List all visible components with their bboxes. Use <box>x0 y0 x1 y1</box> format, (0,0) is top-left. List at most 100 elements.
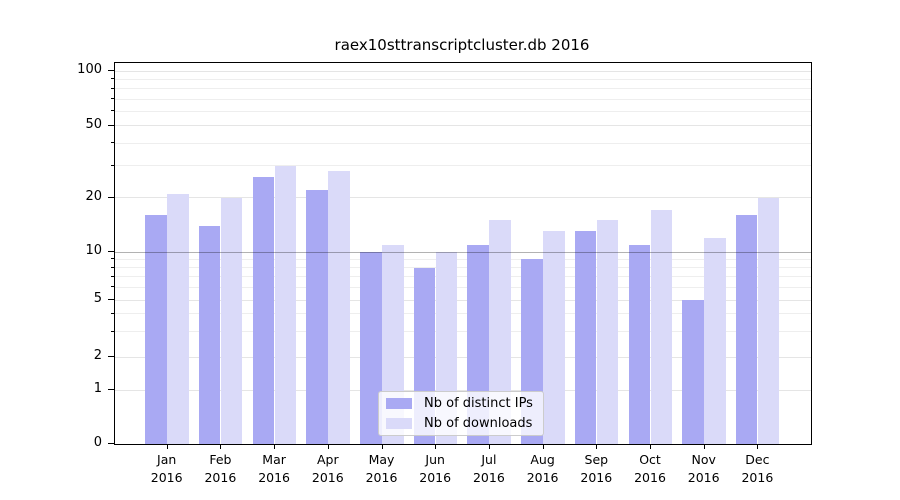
gridline-y-7 <box>115 276 811 278</box>
x-tick-jun <box>435 444 437 449</box>
gridline-y-60 <box>115 110 811 112</box>
gridline-y-9 <box>115 258 811 260</box>
y-minor-tick-3 <box>111 330 114 332</box>
y-tick-label-2: 2 <box>93 348 102 363</box>
gridline-y-10 <box>115 251 811 253</box>
y-tick-label-0: 0 <box>93 435 102 450</box>
x-tick-sep <box>596 444 598 449</box>
gridline-y-6 <box>115 286 811 288</box>
y-minor-tick-40 <box>111 142 114 143</box>
legend-label-downloads: Nb of downloads <box>424 415 533 431</box>
x-label-apr: Apr 2016 <box>311 452 344 485</box>
y-minor-tick-60 <box>111 110 114 112</box>
x-label-may: May 2016 <box>365 452 398 485</box>
gridline-y-8 <box>115 267 811 268</box>
y-tick-20 <box>108 196 114 198</box>
x-tick-jan <box>166 444 168 449</box>
y-minor-tick-30 <box>111 164 114 166</box>
y-tick-label-10: 10 <box>85 243 102 258</box>
bar-downloads-sep <box>596 220 619 444</box>
bar-distinct-ips-sep <box>574 231 597 444</box>
x-tick-aug <box>542 444 544 449</box>
x-tick-mar <box>274 444 276 449</box>
gridline-y-4 <box>115 313 811 315</box>
bar-distinct-ips-feb <box>198 225 221 444</box>
y-tick-1 <box>108 389 114 390</box>
x-label-nov: Nov 2016 <box>687 452 720 485</box>
x-label-oct: Oct 2016 <box>634 452 666 485</box>
bar-downloads-oct <box>650 210 672 444</box>
y-minor-tick-7 <box>111 275 114 277</box>
plot-area <box>114 62 812 445</box>
y-tick-label-1: 1 <box>93 381 102 396</box>
bar-distinct-ips-jan <box>145 215 167 444</box>
legend-swatch-downloads <box>386 417 412 429</box>
x-label-aug: Aug 2016 <box>526 452 559 485</box>
bar-downloads-jul <box>489 220 511 444</box>
bar-distinct-ips-nov <box>682 300 704 444</box>
x-label-jun: Jun 2016 <box>419 452 452 485</box>
x-tick-apr <box>327 444 329 449</box>
gridline-y-5 <box>115 299 811 301</box>
x-tick-dec <box>757 444 759 449</box>
y-minor-tick-8 <box>111 266 114 268</box>
y-tick-10 <box>108 251 114 252</box>
bar-downloads-nov <box>704 237 726 444</box>
y-tick-label-20: 20 <box>85 188 102 204</box>
gridline-y-2 <box>115 356 811 358</box>
y-minor-tick-9 <box>111 258 114 260</box>
y-minor-tick-80 <box>111 87 114 89</box>
y-minor-tick-6 <box>111 286 114 288</box>
bar-distinct-ips-oct <box>628 244 650 444</box>
y-tick-5 <box>108 299 114 300</box>
y-tick-100 <box>108 70 114 71</box>
gridline-y-1 <box>115 389 811 391</box>
legend-row-distinct-ips: Nb of distinct IPs <box>386 396 536 412</box>
x-label-feb: Feb 2016 <box>204 452 237 485</box>
y-minor-tick-4 <box>111 312 114 314</box>
gridline-y-80 <box>115 88 811 89</box>
bar-distinct-ips-mar <box>252 176 275 444</box>
gridline-y-3 <box>115 331 811 333</box>
y-tick-2 <box>108 356 114 357</box>
x-label-jul: Jul 2016 <box>472 452 505 485</box>
bar-distinct-ips-may <box>360 252 382 444</box>
legend: Nb of distinct IPs Nb of downloads <box>378 391 544 436</box>
gridline-y-30 <box>115 165 811 167</box>
legend-label-distinct-ips: Nb of distinct IPs <box>424 396 533 412</box>
x-tick-nov <box>703 444 705 449</box>
bar-distinct-ips-apr <box>306 190 328 444</box>
x-label-sep: Sep 2016 <box>580 452 613 485</box>
x-tick-feb <box>220 444 222 449</box>
x-label-mar: Mar 2016 <box>258 452 290 485</box>
bar-downloads-aug <box>543 231 565 444</box>
y-tick-label-50: 50 <box>85 116 102 132</box>
x-tick-may <box>381 444 383 449</box>
bar-downloads-apr <box>328 171 350 444</box>
legend-swatch-distinct-ips <box>386 398 412 410</box>
x-tick-oct <box>650 444 651 449</box>
y-tick-label-100: 100 <box>77 62 102 77</box>
legend-row-downloads: Nb of downloads <box>386 416 536 432</box>
chart-title: raex10sttranscriptcluster.db 2016 <box>334 36 590 54</box>
y-minor-tick-70 <box>111 98 114 99</box>
gridline-y-100 <box>115 70 811 72</box>
gridline-y-90 <box>115 78 811 80</box>
bar-downloads-feb <box>220 197 243 444</box>
x-label-jan: Jan 2016 <box>150 452 183 485</box>
bar-downloads-dec <box>757 197 780 444</box>
bar-downloads-mar <box>274 165 297 444</box>
bar-downloads-jan <box>167 193 189 444</box>
y-minor-tick-90 <box>111 78 114 80</box>
x-tick-jul <box>488 444 490 449</box>
gridline-y-50 <box>115 125 811 126</box>
y-tick-50 <box>108 124 114 126</box>
y-tick-label-5: 5 <box>93 291 102 306</box>
bar-distinct-ips-dec <box>735 215 758 444</box>
x-label-dec: Dec 2016 <box>741 452 774 485</box>
gridline-y-70 <box>115 98 811 100</box>
gridline-y-20 <box>115 197 811 198</box>
gridline-y-40 <box>115 142 811 144</box>
y-tick-0 <box>108 443 114 444</box>
